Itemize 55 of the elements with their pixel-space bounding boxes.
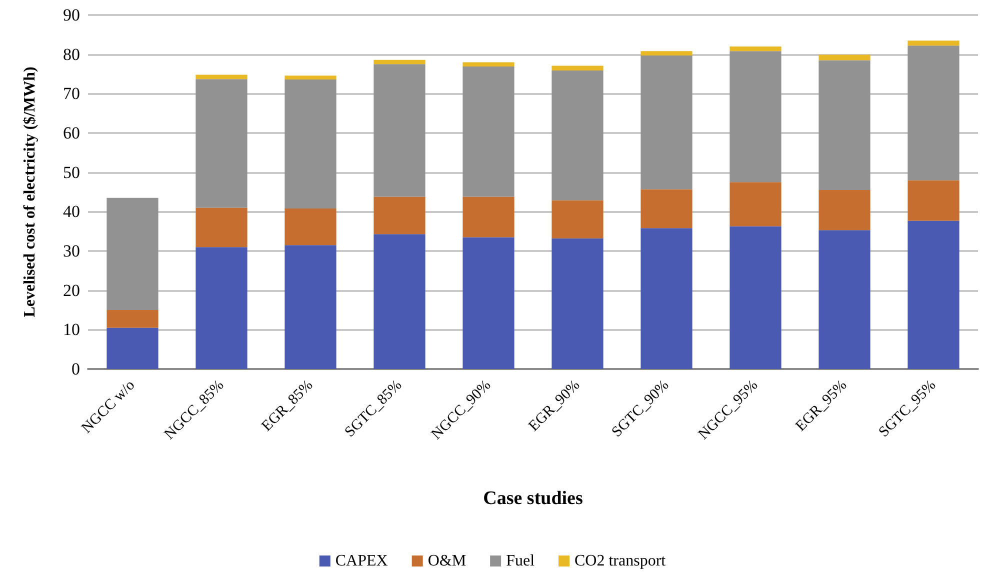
y-tick-label: 40 <box>63 202 80 222</box>
bar <box>106 328 158 369</box>
bar <box>374 234 426 369</box>
y-axis-title: Levelised cost of electricity ($/MWh) <box>22 66 38 318</box>
y-tick-label: 50 <box>63 162 80 182</box>
bar <box>284 245 336 369</box>
bar <box>284 208 336 246</box>
bar <box>284 80 336 209</box>
bar <box>908 180 960 221</box>
y-tick-label: 70 <box>63 84 80 104</box>
bar <box>284 76 336 80</box>
bar <box>552 70 604 200</box>
bar <box>462 66 514 197</box>
legend-label: CAPEX <box>335 552 388 570</box>
legend-label: CO2 transport <box>574 552 666 570</box>
x-axis-title: Case studies <box>483 488 583 509</box>
y-tick-label: 80 <box>63 44 80 64</box>
y-tick-label: 90 <box>63 6 80 24</box>
bar <box>462 196 514 238</box>
bar <box>196 247 248 369</box>
y-tick-label: 60 <box>63 124 80 142</box>
bar <box>106 310 158 328</box>
legend-label: O&M <box>428 552 466 570</box>
bar <box>730 51 782 182</box>
bar <box>818 190 870 230</box>
bar <box>640 228 692 369</box>
bar <box>552 200 604 238</box>
bar <box>818 230 870 369</box>
legend-label: Fuel <box>506 552 536 570</box>
bar <box>106 198 158 310</box>
bar <box>818 54 870 60</box>
bar <box>552 66 604 70</box>
bar <box>730 182 782 226</box>
bar <box>552 238 604 369</box>
bar <box>196 74 248 80</box>
y-tick-label: 0 <box>72 360 80 378</box>
bar <box>462 62 514 67</box>
bar <box>196 79 248 208</box>
bar <box>730 226 782 369</box>
bar <box>374 64 426 197</box>
bar <box>374 60 426 64</box>
bar <box>818 60 870 190</box>
bar <box>374 196 426 234</box>
y-tick-label: 10 <box>63 320 80 340</box>
bar <box>640 189 692 228</box>
bar <box>908 40 960 46</box>
bar <box>908 220 960 369</box>
bar <box>730 46 782 52</box>
bar <box>196 208 248 248</box>
bar <box>908 46 960 180</box>
bar <box>640 51 692 56</box>
bar <box>462 237 514 369</box>
y-tick-label: 30 <box>63 242 80 260</box>
y-tick-label: 20 <box>63 280 80 300</box>
bar <box>640 56 692 190</box>
